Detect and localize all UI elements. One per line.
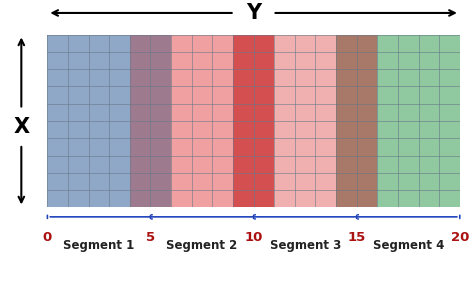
Text: X: X [13,117,29,137]
Text: Segment 2: Segment 2 [166,239,237,252]
Text: 15: 15 [347,231,366,244]
Text: 5: 5 [146,231,155,244]
Bar [130,35,171,207]
Text: Segment 4: Segment 4 [373,239,444,252]
Text: Y: Y [246,3,261,23]
Bar [233,35,274,207]
Text: 10: 10 [245,231,263,244]
Bar [151,35,254,207]
Text: 0: 0 [43,231,52,244]
Text: Segment 1: Segment 1 [64,239,135,252]
Text: 20: 20 [451,231,469,244]
Bar [254,35,356,207]
Bar [356,35,460,207]
Bar [336,35,377,207]
Bar [47,35,151,207]
Text: Segment 3: Segment 3 [270,239,341,252]
